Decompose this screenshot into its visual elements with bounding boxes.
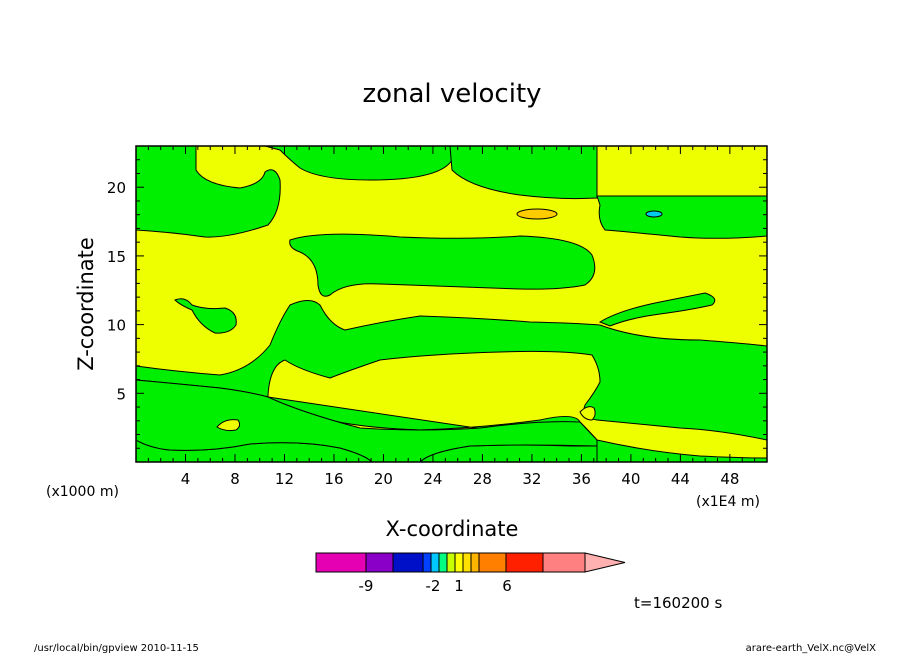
colorbar-segment bbox=[470, 552, 480, 573]
y-tick-label: 10 bbox=[107, 317, 126, 335]
y-tick-label: 15 bbox=[107, 248, 126, 266]
contour-region-green bbox=[449, 146, 598, 200]
x-tick-label: 40 bbox=[621, 470, 640, 488]
contour-cell-cyan bbox=[645, 210, 663, 218]
x-tick-label: 48 bbox=[720, 470, 739, 488]
colorbar-segment bbox=[478, 552, 507, 573]
contour-region-green bbox=[264, 146, 453, 181]
contour-region-green bbox=[598, 292, 716, 327]
colorbar-segment bbox=[315, 552, 367, 573]
colorbar bbox=[315, 552, 626, 573]
contour-region-green bbox=[596, 439, 767, 462]
colorbar-label: -9 bbox=[359, 577, 374, 595]
contour-region-yellow bbox=[216, 419, 241, 432]
x-tick-label: 16 bbox=[324, 470, 343, 488]
colorbar-labels: -9 -2 1 6 bbox=[359, 577, 512, 595]
colorbar-arrow bbox=[584, 552, 626, 573]
colorbar-segment bbox=[505, 552, 544, 573]
x-tick-labels: 4 8 12 16 20 24 28 32 36 40 44 48 bbox=[181, 470, 740, 488]
contour-region-green bbox=[174, 298, 237, 334]
tick-marks bbox=[136, 146, 767, 462]
x-tick-label: 44 bbox=[671, 470, 690, 488]
colorbar-segment bbox=[392, 552, 424, 573]
contour-region-green bbox=[596, 195, 767, 239]
x-axis-label: X-coordinate bbox=[386, 517, 519, 541]
x-tick-label: 8 bbox=[230, 470, 240, 488]
contour-region-green bbox=[136, 300, 767, 441]
footer-right: arare-earth_VelX.nc@VelX bbox=[746, 643, 877, 654]
contour-region-green bbox=[136, 146, 281, 238]
contour-region-green bbox=[289, 233, 596, 297]
y-axis-label: Z-coordinate bbox=[74, 237, 98, 371]
x-tick-label: 24 bbox=[423, 470, 442, 488]
colorbar-label: 1 bbox=[454, 577, 464, 595]
colorbar-segment bbox=[454, 552, 464, 573]
x-tick-label: 20 bbox=[374, 470, 393, 488]
y-tick-label: 5 bbox=[116, 385, 126, 403]
colorbar-label: 6 bbox=[502, 577, 512, 595]
x-tick-label: 4 bbox=[181, 470, 191, 488]
x-tick-label: 12 bbox=[275, 470, 294, 488]
colorbar-segment bbox=[542, 552, 586, 573]
x-tick-label: 28 bbox=[473, 470, 492, 488]
colorbar-segment bbox=[430, 552, 440, 573]
colorbar-label: -2 bbox=[426, 577, 441, 595]
time-label: t=160200 s bbox=[634, 594, 722, 612]
footer-left: /usr/local/bin/gpview 2010-11-15 bbox=[34, 643, 199, 654]
colorbar-segment bbox=[438, 552, 448, 573]
colorbar-segment bbox=[462, 552, 472, 573]
x-tick-label: 36 bbox=[572, 470, 591, 488]
colorbar-segment bbox=[446, 552, 456, 573]
chart-title: zonal velocity bbox=[362, 79, 541, 109]
colorbar-segment bbox=[422, 552, 432, 573]
plot-frame bbox=[135, 145, 768, 463]
plot-area bbox=[135, 145, 768, 463]
y-tick-labels: 5 10 15 20 bbox=[107, 179, 126, 403]
x-unit-right: (x1E4 m) bbox=[696, 494, 760, 510]
colorbar-segment bbox=[365, 552, 394, 573]
x-unit-left: (x1000 m) bbox=[46, 484, 119, 500]
contour-region-green bbox=[136, 379, 598, 462]
contour-cell-orange bbox=[516, 208, 558, 220]
y-tick-label: 20 bbox=[107, 179, 126, 197]
x-tick-label: 32 bbox=[522, 470, 541, 488]
contour-region-yellow bbox=[579, 406, 596, 421]
